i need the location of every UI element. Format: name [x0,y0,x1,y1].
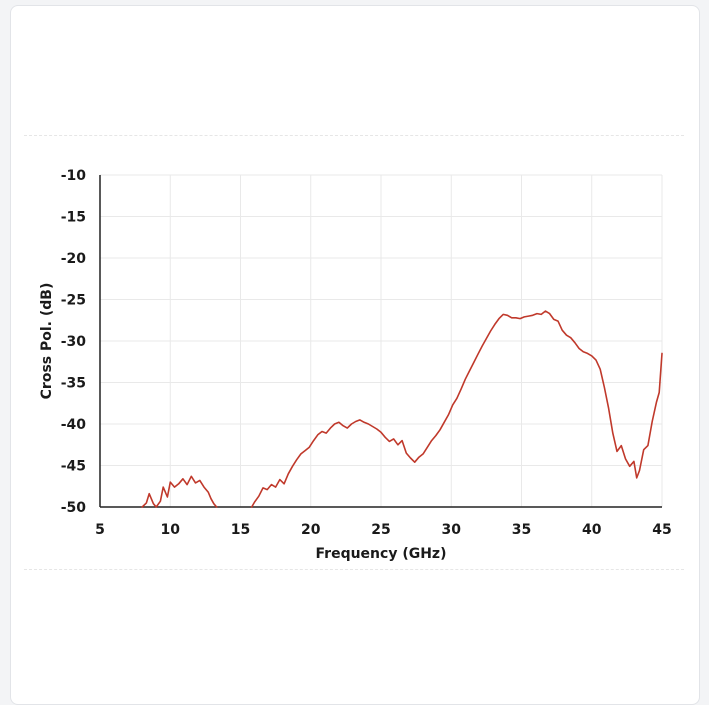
grid [100,174,663,507]
x-tick-label: 15 [231,522,250,538]
y-axis-label: Cross Pol. (dB) [39,283,55,400]
x-tick-label: 45 [652,522,671,538]
y-tick-label: -25 [61,293,86,309]
series-line-1 [141,475,218,508]
y-tick-label: -50 [61,500,87,516]
tick-labels: 5 10 15 20 25 30 35 40 45 -10 -15 -20 -25 -30 -35 -40 -4… [61,168,672,538]
x-axis-label: Frequency (GHz) [316,546,447,562]
chart-card [10,5,700,705]
y-tick-label: -30 [61,334,87,350]
x-tick-label: 35 [512,522,531,538]
x-tick-label: 25 [371,522,390,538]
bottom-divider [24,569,684,570]
y-tick-label: -10 [61,168,87,184]
series-line-2 [250,310,663,508]
top-divider [24,135,684,136]
y-tick-label: -20 [61,251,87,267]
y-tick-label: -45 [61,459,86,475]
x-tick-label: 30 [442,522,462,538]
x-tick-label: 10 [161,522,181,538]
x-tick-label: 20 [301,522,321,538]
x-tick-label: 5 [95,522,105,538]
y-tick-label: -15 [61,210,86,226]
y-tick-label: -40 [61,417,87,433]
x-tick-label: 40 [582,522,602,538]
series-layer [141,310,663,508]
y-tick-label: -35 [61,376,86,392]
axes [99,175,662,508]
